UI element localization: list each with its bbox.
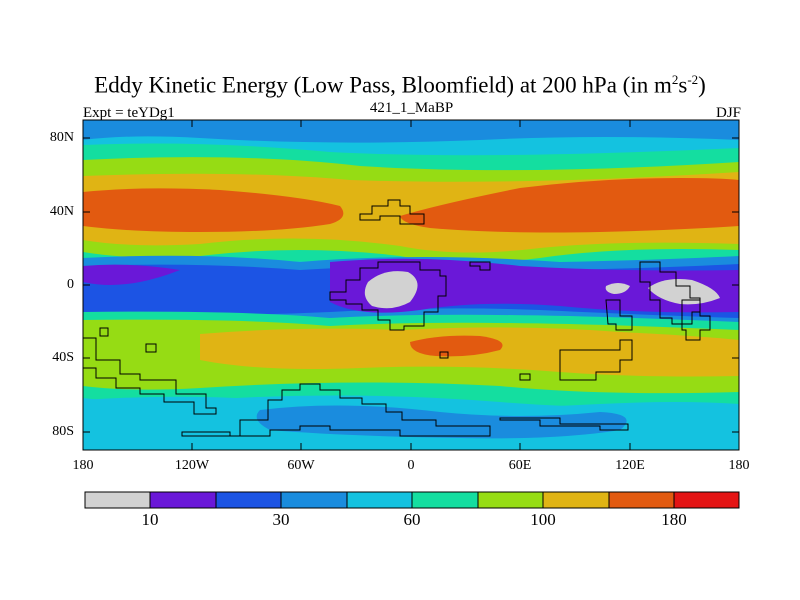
colorbar-box bbox=[149, 491, 217, 509]
y-tick-label: 80S bbox=[52, 424, 74, 439]
x-tick-label: 180 bbox=[72, 458, 94, 473]
y-tick-label: 0 bbox=[67, 277, 74, 292]
plot-title: Eddy Kinetic Energy (Low Pass, Bloomfiel… bbox=[94, 72, 706, 98]
season-label: DJF bbox=[715, 105, 741, 121]
colorbar-label: 100 bbox=[530, 510, 556, 529]
colorbar-box bbox=[542, 491, 610, 509]
min-maritime bbox=[605, 283, 630, 294]
x-ticks bbox=[82, 120, 740, 450]
colorbar-box bbox=[411, 491, 479, 509]
y-tick-label: 40N bbox=[49, 204, 74, 219]
colorbar-box bbox=[673, 491, 740, 509]
tropics-min-east bbox=[330, 258, 739, 313]
x-tick-label: 0 bbox=[407, 458, 415, 473]
min-africa bbox=[364, 271, 418, 309]
jet-max-west bbox=[83, 188, 344, 232]
colorbar-label: 10 bbox=[141, 510, 159, 529]
jet-max-south bbox=[410, 335, 503, 357]
x-tick-label: 60E bbox=[508, 458, 532, 473]
y-ticks bbox=[83, 137, 739, 433]
x-tick-label: 120E bbox=[615, 458, 645, 473]
x-tick-label: 120W bbox=[174, 458, 210, 473]
y-tick-label: 40S bbox=[52, 350, 74, 365]
x-tick-label: 180 bbox=[728, 458, 750, 473]
tropics-min-west bbox=[83, 264, 180, 285]
x-tick-label: 60W bbox=[287, 458, 315, 473]
jet-max-east bbox=[400, 178, 739, 233]
y-tick-label: 80N bbox=[49, 130, 74, 145]
colorbar-box bbox=[215, 491, 282, 509]
colorbar-label: 180 bbox=[661, 510, 687, 529]
colorbar-box bbox=[477, 491, 544, 509]
run-id-label: 421_1_MaBP bbox=[369, 100, 454, 116]
colorbar bbox=[84, 491, 740, 509]
experiment-label: Expt = teYDg1 bbox=[83, 105, 175, 121]
coastlines bbox=[83, 199, 711, 437]
colorbar-box bbox=[346, 491, 413, 509]
colorbar-box bbox=[608, 491, 675, 509]
polar-band-north bbox=[83, 120, 739, 143]
colorbar-box bbox=[280, 491, 348, 509]
min-pacific bbox=[648, 279, 720, 305]
colorbar-label: 30 bbox=[272, 510, 290, 529]
ekE-contour-field bbox=[83, 120, 739, 450]
colorbar-box bbox=[84, 491, 151, 509]
colorbar-label: 60 bbox=[403, 510, 421, 529]
